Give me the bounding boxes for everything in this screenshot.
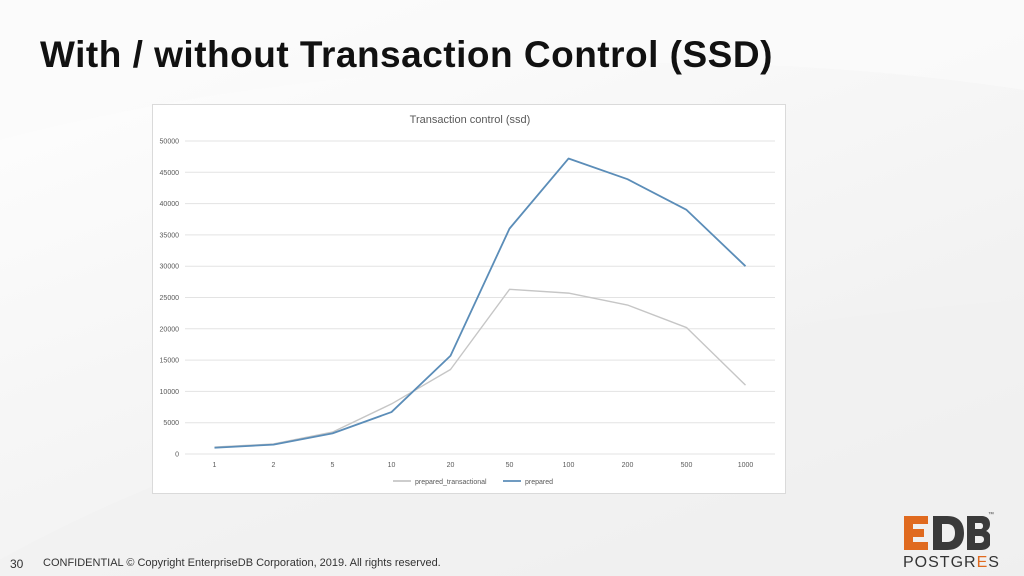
y-tick-label: 30000 [160, 264, 180, 271]
trademark-symbol: ™ [988, 512, 994, 518]
line-chart: Transaction control (ssd)050001000015000… [160, 114, 775, 486]
slide-title: With / without Transaction Control (SSD) [40, 34, 773, 75]
x-tick-label: 100 [563, 462, 575, 469]
y-tick-label: 25000 [160, 295, 180, 302]
edb-letters-icon [904, 516, 990, 550]
chart-title: Transaction control (ssd) [410, 114, 531, 126]
x-tick-label: 200 [622, 462, 634, 469]
y-tick-label: 50000 [160, 139, 180, 146]
legend-label: prepared_transactional [415, 479, 487, 486]
chart-panel: Transaction control (ssd) 0 5000 10000 15000… [152, 104, 786, 494]
y-tick-label: 40000 [160, 201, 180, 208]
y-tick-label: 15000 [160, 358, 180, 365]
y-tick-label: 0 [175, 452, 179, 459]
logo-wordmark: POSTGRES [903, 554, 1000, 572]
x-tick-label: 5 [331, 462, 335, 469]
x-tick-label: 500 [681, 462, 693, 469]
confidential-footer: CONFIDENTIAL © Copyright EnterpriseDB Co… [43, 557, 441, 569]
y-tick-label: 20000 [160, 326, 180, 333]
series-line-prepared [214, 157, 747, 449]
logo-word-part: S [988, 554, 1000, 571]
edb-postgres-logo: ™ POSTGRES [902, 512, 999, 574]
x-tick-label: 10 [388, 462, 396, 469]
logo-word-part: POSTGR [903, 554, 977, 571]
y-tick-label: 10000 [160, 389, 180, 396]
x-tick-label: 20 [447, 462, 455, 469]
legend-label: prepared [525, 479, 553, 486]
y-tick-label: 35000 [160, 232, 180, 239]
y-tick-label: 45000 [160, 170, 180, 177]
x-tick-label: 1000 [738, 462, 754, 469]
logo-mark [902, 514, 990, 552]
series-line-prepared-transactional [214, 288, 746, 448]
logo-word-accent: E [976, 554, 989, 571]
y-tick-label: 5000 [163, 420, 179, 427]
page-number: 30 [10, 557, 24, 571]
x-tick-label: 50 [506, 462, 514, 469]
x-tick-label: 2 [272, 462, 276, 469]
x-tick-label: 1 [213, 462, 217, 469]
